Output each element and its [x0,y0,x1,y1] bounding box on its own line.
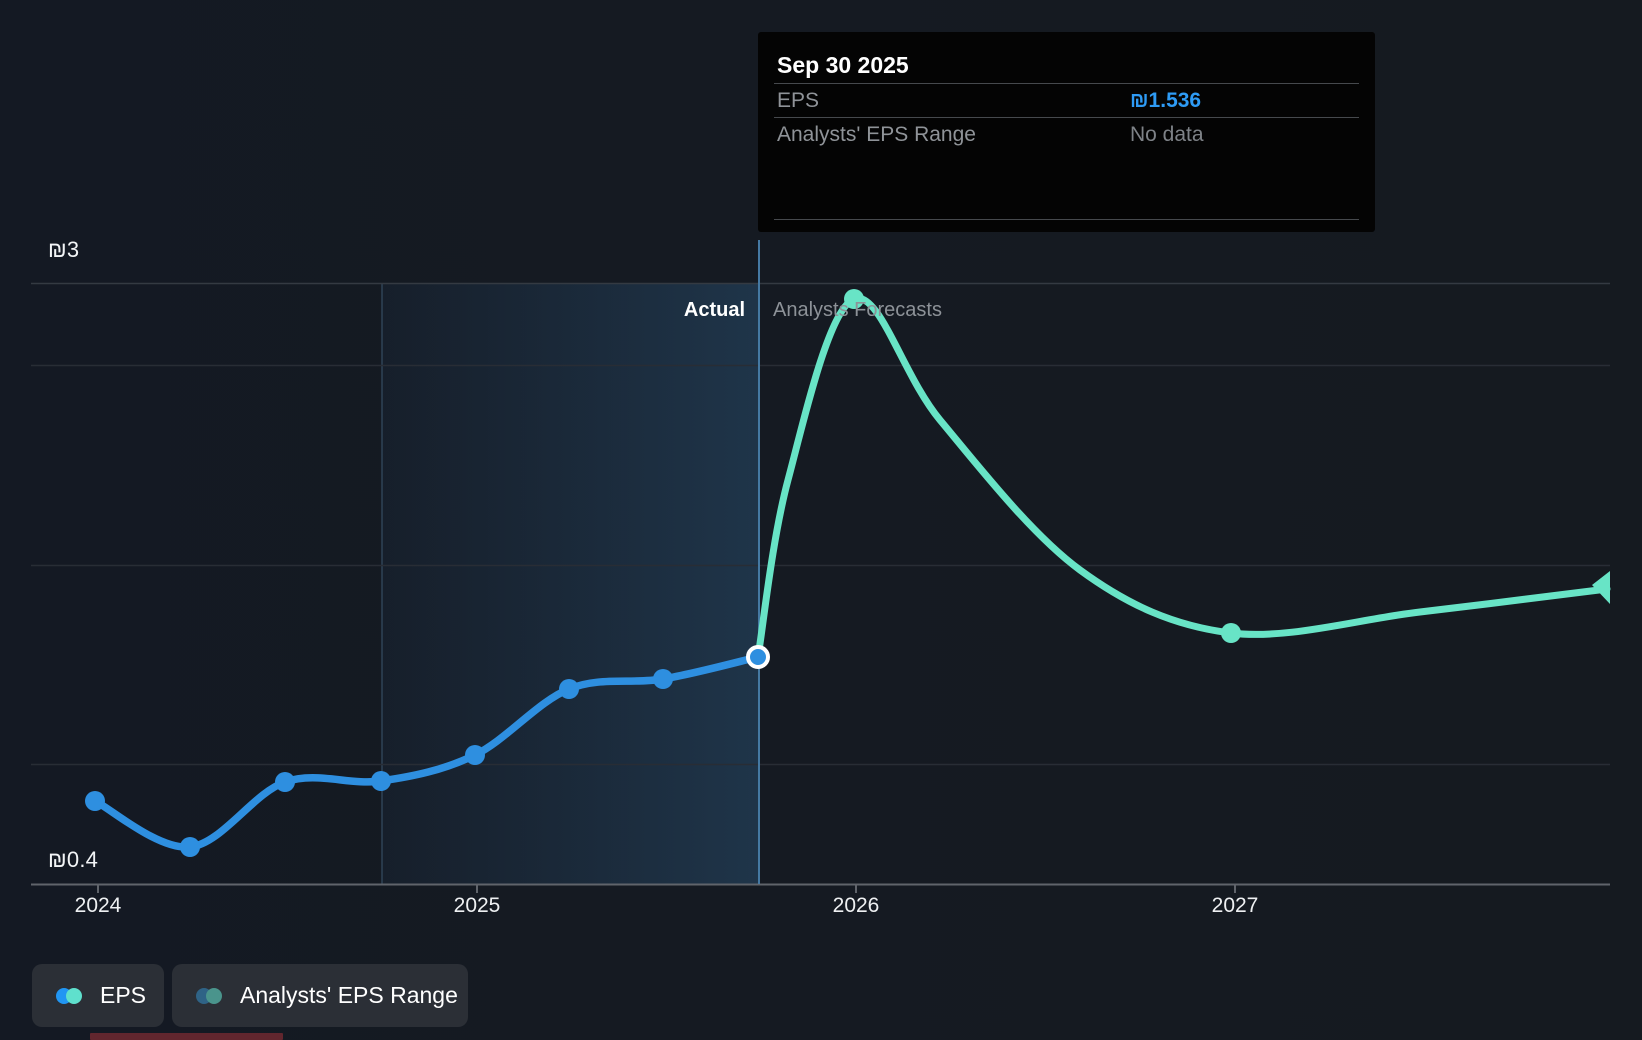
actual-data-point [465,745,485,765]
tooltip-row-eps: EPS ₪1.536 [777,89,1356,115]
tooltip-date: Sep 30 2025 [777,52,909,78]
x-axis-label-2025: 2025 [453,894,501,917]
y-axis-max-label: ₪3 [48,237,80,262]
forecast-data-point [844,289,864,309]
actual-data-point [653,669,673,689]
actual-section-label: Actual [683,299,745,321]
actual-data-point [275,772,295,792]
eps-legend-dot-teal [66,987,82,1004]
x-axis-label-2024: 2024 [74,894,122,917]
tooltip-eps-value: ₪1.536 [1130,89,1202,112]
forecast-eps-line [754,294,1611,661]
tooltip-divider [774,117,1359,118]
forecast-section-label: Analysts Forecasts [773,299,942,321]
actual-data-point [85,791,105,811]
tooltip-range-value: No data [1130,123,1204,146]
legend-item-eps[interactable]: EPS [32,964,164,1027]
forecast-line-end-cap [1592,571,1610,604]
legend-eps-label: EPS [100,982,147,1008]
x-axis-label-2026: 2026 [832,894,880,917]
forecast-data-point [1221,623,1241,643]
legend-item-analysts-eps-range[interactable]: Analysts' EPS Range [172,964,468,1027]
bottom-accent-bar [90,1033,283,1040]
tooltip-row-eps-range: Analysts' EPS Range No data [777,123,1356,149]
x-axis-label-2027: 2027 [1211,894,1259,917]
actual-data-point [371,771,391,791]
actual-data-point [559,679,579,699]
hover-tooltip: Sep 30 2025 EPS ₪1.536 Analysts' EPS Ran… [758,32,1375,232]
actual-data-point [180,837,200,857]
current-data-point[interactable] [746,645,770,669]
past-year-shaded-band [382,283,760,884]
tooltip-divider [774,83,1359,84]
tooltip-range-label: Analysts' EPS Range [777,123,976,146]
range-legend-dot-sea [206,987,222,1004]
tooltip-eps-label: EPS [777,89,820,112]
tooltip-divider [774,219,1359,220]
legend-range-label: Analysts' EPS Range [240,982,458,1008]
y-axis-min-label: ₪0.4 [48,847,99,872]
